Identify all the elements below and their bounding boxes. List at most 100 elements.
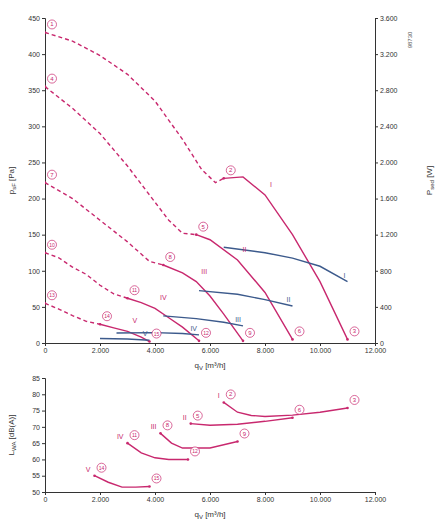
axis-line — [46, 493, 376, 496]
point-badge — [199, 222, 208, 231]
tick-mark — [210, 343, 211, 346]
operating-point — [45, 302, 46, 305]
title-suffix: [Pa] — [7, 167, 16, 183]
tick-label: 0 — [44, 347, 48, 354]
tick-mark — [42, 459, 45, 460]
tick-mark — [100, 492, 101, 495]
point-label: 13 — [49, 292, 55, 298]
tick-mark — [42, 18, 45, 19]
axis-line — [42, 19, 46, 344]
tick: 100 — [28, 268, 45, 275]
chart: 0 2.000 4.000 6.000 8.000 10.000 12.000 0 50 100 1… — [0, 0, 444, 526]
tick: 200 — [28, 195, 45, 202]
point-badge — [240, 429, 249, 438]
series-line — [45, 32, 224, 182]
tick-label: 50 — [32, 304, 40, 311]
operating-point — [126, 297, 129, 300]
tick: 0 — [36, 340, 45, 347]
labels: IIIIIIIVV23568911121415 — [86, 390, 359, 483]
point-badge — [103, 312, 112, 321]
tick-mark — [375, 307, 378, 308]
tick: 65 — [32, 440, 45, 447]
point-badge — [130, 286, 139, 295]
series-line — [100, 338, 150, 340]
point-badge — [226, 390, 235, 399]
tick-mark — [375, 126, 378, 127]
point-label: 14 — [104, 313, 110, 319]
annotation: 98730 — [407, 31, 413, 48]
tick: 350 — [28, 87, 45, 94]
tick: 3.600 — [375, 15, 398, 22]
tick-label: 350 — [28, 87, 40, 94]
title-suffix: [dB(A)] — [7, 414, 16, 441]
operating-point — [45, 181, 46, 184]
tick: 70 — [32, 424, 45, 431]
x-axis-title: qV [m³/h] — [194, 510, 225, 520]
point-label: 12 — [203, 330, 209, 336]
tick-label: 8.000 — [257, 347, 275, 354]
point-badge — [191, 447, 200, 456]
tick-mark — [42, 411, 45, 412]
series-line — [163, 316, 243, 326]
tick-mark — [42, 492, 45, 493]
tick-label: 4.000 — [147, 496, 165, 503]
series-label: III — [235, 316, 241, 323]
y-axis: 050100150200250300350400450 — [28, 15, 45, 347]
tick-label: 200 — [28, 195, 40, 202]
tick-mark — [320, 343, 321, 346]
point-label: 10 — [49, 242, 55, 248]
point-label: 3 — [353, 397, 357, 403]
operating-point — [99, 323, 102, 326]
tick-mark — [155, 343, 156, 346]
labels: IIIIIIIVVIIIIIIIVV123456789101112131415 — [48, 20, 360, 338]
point-badge — [97, 463, 106, 472]
tick: 85 — [32, 375, 45, 382]
tick: 6.000 — [202, 492, 220, 503]
point-label: 1 — [50, 21, 54, 27]
point-badge — [163, 421, 172, 430]
tick-label: 150 — [28, 231, 40, 238]
operating-point — [148, 340, 151, 343]
operating-point — [45, 31, 46, 34]
series-label: I — [218, 392, 220, 399]
point-label: 3 — [353, 328, 357, 334]
point-label: 4 — [50, 76, 54, 82]
tick: 8.000 — [257, 492, 275, 503]
operating-point — [93, 474, 96, 477]
tick-label: 10.000 — [310, 496, 332, 503]
point-label: 6 — [298, 407, 302, 413]
tick-mark — [375, 271, 378, 272]
point-label: 7 — [50, 172, 54, 178]
series-line — [95, 476, 150, 487]
series-label: IV — [190, 325, 197, 332]
series-line — [128, 443, 189, 459]
operating-point — [222, 401, 225, 404]
tick: 8.000 — [257, 343, 275, 354]
tick-mark — [42, 443, 45, 444]
tick-label: 12.000 — [365, 496, 387, 503]
operating-point — [291, 416, 294, 419]
tick-mark — [42, 427, 45, 428]
y2-axis: 04008001.2001.6002.0002.4002.8003.2003.6… — [375, 15, 398, 347]
point-badge — [48, 170, 57, 179]
tick-label: 1.600 — [380, 195, 398, 202]
series-label: IV — [160, 294, 167, 301]
point-label: 8 — [166, 422, 170, 428]
tick-mark — [375, 54, 378, 55]
tick-mark — [42, 199, 45, 200]
point-badge — [152, 474, 161, 483]
series-line — [45, 87, 196, 235]
tick-label: 400 — [28, 51, 40, 58]
tick-mark — [42, 476, 45, 477]
operating-point — [195, 233, 198, 236]
operating-point — [291, 338, 294, 341]
series-label: I — [270, 181, 272, 188]
operating-point — [45, 251, 46, 254]
tick-label: 100 — [28, 268, 40, 275]
point-badge — [48, 240, 57, 249]
series-label: I — [344, 272, 346, 279]
title-sub: sed — [429, 180, 435, 190]
tick: 800 — [375, 268, 392, 275]
tick: 2.000 — [375, 159, 398, 166]
y2-axis-title: Psed [W] — [425, 166, 435, 195]
